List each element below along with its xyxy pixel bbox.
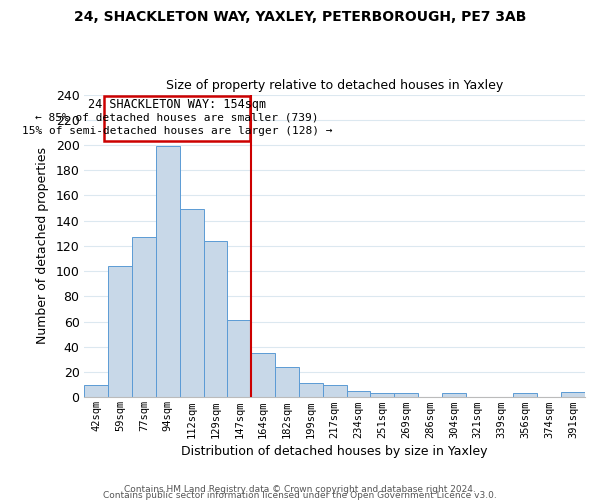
Text: ← 85% of detached houses are smaller (739): ← 85% of detached houses are smaller (73… bbox=[35, 112, 319, 122]
Bar bbox=[370, 394, 394, 398]
Bar bbox=[227, 320, 251, 398]
Bar bbox=[561, 392, 585, 398]
Text: Contains public sector information licensed under the Open Government Licence v3: Contains public sector information licen… bbox=[103, 490, 497, 500]
Bar bbox=[203, 241, 227, 398]
Bar bbox=[299, 384, 323, 398]
Text: 24 SHACKLETON WAY: 154sqm: 24 SHACKLETON WAY: 154sqm bbox=[88, 98, 266, 111]
Bar bbox=[394, 394, 418, 398]
X-axis label: Distribution of detached houses by size in Yaxley: Distribution of detached houses by size … bbox=[181, 444, 488, 458]
Bar bbox=[85, 384, 108, 398]
Title: Size of property relative to detached houses in Yaxley: Size of property relative to detached ho… bbox=[166, 79, 503, 92]
Bar bbox=[180, 210, 203, 398]
Text: Contains HM Land Registry data © Crown copyright and database right 2024.: Contains HM Land Registry data © Crown c… bbox=[124, 484, 476, 494]
Y-axis label: Number of detached properties: Number of detached properties bbox=[36, 148, 49, 344]
Text: 15% of semi-detached houses are larger (128) →: 15% of semi-detached houses are larger (… bbox=[22, 126, 332, 136]
Bar bbox=[442, 394, 466, 398]
Bar bbox=[323, 384, 347, 398]
Bar bbox=[156, 146, 180, 398]
FancyBboxPatch shape bbox=[104, 96, 250, 141]
Bar bbox=[251, 353, 275, 398]
Bar bbox=[108, 266, 132, 398]
Text: 24, SHACKLETON WAY, YAXLEY, PETERBOROUGH, PE7 3AB: 24, SHACKLETON WAY, YAXLEY, PETERBOROUGH… bbox=[74, 10, 526, 24]
Bar bbox=[132, 237, 156, 398]
Bar bbox=[514, 394, 538, 398]
Bar bbox=[347, 391, 370, 398]
Bar bbox=[275, 367, 299, 398]
